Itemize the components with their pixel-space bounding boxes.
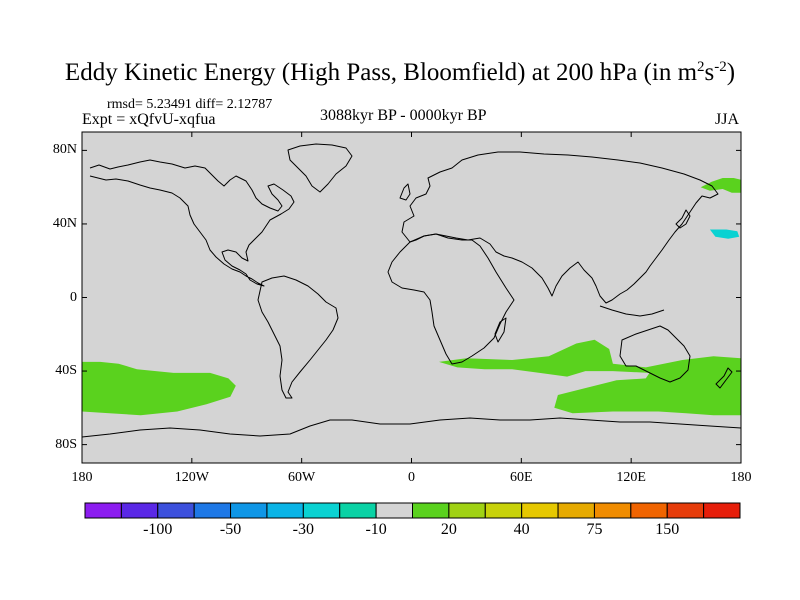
- x-tick-label: 180: [71, 470, 93, 485]
- colorbar-label: 150: [655, 521, 680, 538]
- x-tick-label: 0: [408, 470, 415, 485]
- title-unit-exp2: -2: [714, 59, 727, 75]
- colorbar-box: [593, 502, 632, 519]
- colorbar-box: [266, 502, 304, 519]
- colorbar-label: -100: [143, 521, 173, 538]
- colorbar-label: -30: [292, 521, 314, 538]
- anomaly-shading: [82, 178, 741, 416]
- colorbar-box: [703, 502, 741, 519]
- period-label: 3088kyr BP - 0000kyr BP: [320, 107, 487, 124]
- colorbar-box: [521, 502, 559, 519]
- title-text: Eddy Kinetic Energy (High Pass, Bloomfie…: [64, 59, 698, 86]
- colorbar-box: [412, 502, 450, 519]
- x-tick-label: 180: [730, 470, 752, 485]
- x-tick-label: 60W: [288, 470, 316, 485]
- colorbar-box: [120, 502, 159, 519]
- colorbar-box: [84, 502, 122, 519]
- colorbar-box: [230, 502, 268, 519]
- colorbar-box: [339, 502, 377, 519]
- anomaly-region-northwest-pacific: [709, 229, 740, 239]
- chart-title: Eddy Kinetic Energy (High Pass, Bloomfie…: [0, 59, 800, 86]
- coastline-north-america: [89, 159, 295, 287]
- colorbar-box: [157, 502, 195, 519]
- colorbar-box: [448, 502, 486, 519]
- coastline-australia: [619, 325, 691, 383]
- coastlines: [82, 143, 741, 438]
- coastline-antarctica: [82, 417, 741, 438]
- colorbar-label: 40: [513, 521, 530, 538]
- y-tick-label: 80S: [55, 436, 77, 452]
- coastline-new-zealand: [715, 367, 733, 389]
- x-tick-label: 120W: [174, 470, 209, 485]
- colorbar-label: 75: [586, 521, 603, 538]
- coastline-greenland: [287, 143, 353, 193]
- colorbar-label: 20: [440, 521, 457, 538]
- anomaly-region-south-pacific: [82, 361, 236, 416]
- y-tick-label: 40S: [55, 363, 77, 379]
- coastline-europe-asia: [401, 151, 719, 304]
- x-tick-label: 120E: [616, 470, 646, 485]
- title-unit-exp1: 2: [697, 59, 705, 75]
- anomaly-region-kamchatka: [700, 178, 741, 193]
- y-tick-label: 40N: [52, 215, 77, 231]
- colorbar-label: -50: [219, 521, 242, 538]
- colorbar-box: [484, 502, 523, 519]
- x-tick-label: 60E: [510, 470, 533, 485]
- anomaly-region-south-indian: [439, 339, 741, 416]
- coastline-south-america: [257, 275, 339, 399]
- coastline-africa: [387, 233, 515, 365]
- season-label: JJA: [715, 111, 740, 128]
- colorbar: [84, 502, 741, 519]
- coastline-madagascar: [494, 317, 507, 343]
- colorbar-box: [666, 502, 705, 519]
- axis-ticks: [81, 132, 742, 463]
- colorbar-label: -10: [365, 521, 387, 538]
- title-unit-end: ): [726, 59, 736, 86]
- coastline-indonesia: [599, 305, 665, 317]
- y-tick-label: 0: [70, 289, 77, 305]
- experiment-label: Expt = xQfvU-xqfua: [82, 111, 216, 128]
- colorbar-box: [193, 502, 232, 519]
- y-tick-label: 80N: [52, 142, 77, 158]
- coastline-japan: [675, 209, 691, 229]
- coastline-uk: [399, 183, 411, 201]
- colorbar-box: [630, 502, 668, 519]
- stats-label: rmsd= 5.23491 diff= 2.12787: [107, 97, 273, 112]
- colorbar-box: [375, 502, 414, 519]
- map-background: [82, 132, 741, 463]
- title-unit-s: s: [704, 59, 715, 86]
- colorbar-box: [302, 502, 341, 519]
- colorbar-box: [557, 502, 595, 519]
